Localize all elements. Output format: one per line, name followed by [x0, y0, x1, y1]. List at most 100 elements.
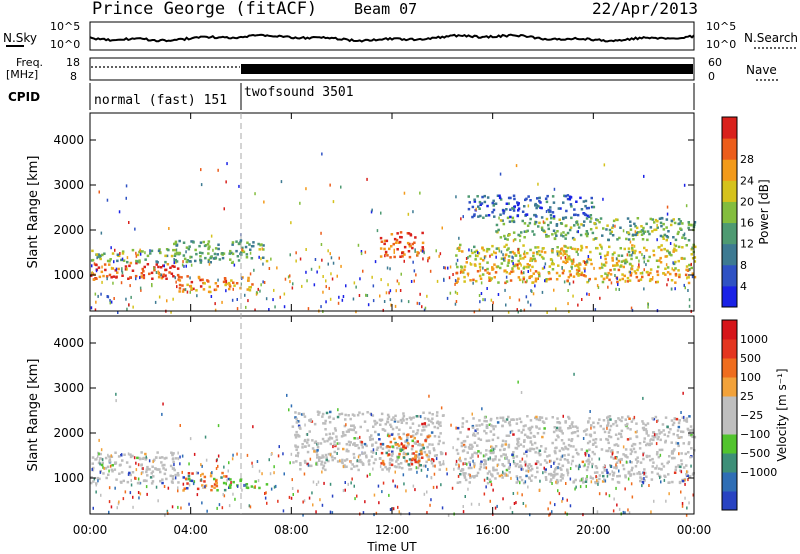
echo-cell [502, 470, 504, 474]
echo-cell [207, 258, 211, 262]
echo-cell [237, 259, 241, 262]
echo-cell [342, 447, 345, 451]
echo-cell [223, 488, 227, 492]
echo-cell [299, 468, 302, 471]
echo-cell [170, 451, 173, 454]
echo-cell [415, 273, 417, 277]
echo-cell [594, 441, 597, 444]
echo-cell [606, 471, 609, 474]
echo-cell [674, 249, 678, 252]
echo-cell [157, 249, 161, 253]
echo-cell [575, 200, 578, 203]
echo-cell [181, 263, 184, 267]
echo-cell [196, 487, 200, 491]
echo-cell [666, 434, 670, 438]
echo-cell [505, 208, 508, 211]
echo-cell [213, 483, 217, 486]
echo-cell [555, 426, 559, 430]
echo-cell [582, 464, 586, 468]
echo-cell [553, 461, 555, 465]
echo-cell [198, 244, 201, 248]
echo-cell [672, 262, 676, 266]
echo-cell [611, 226, 614, 229]
echo-cell [349, 441, 352, 444]
echo-cell [568, 228, 572, 232]
echo-cell [409, 468, 413, 471]
echo-cell [486, 271, 489, 274]
echo-cell [631, 264, 634, 268]
echo-cell [656, 280, 659, 284]
echo-cell [576, 263, 579, 267]
echo-cell [121, 274, 124, 277]
echo-cell [536, 197, 539, 200]
echo-cell [480, 202, 484, 205]
echo-cell [572, 280, 575, 284]
echo-cell [615, 461, 619, 464]
echo-cell [542, 247, 545, 250]
echo-cell [534, 204, 537, 207]
colorbar-band [722, 434, 737, 454]
echo-cell [677, 230, 680, 234]
echo-cell [114, 486, 116, 490]
echo-cell [310, 464, 313, 468]
noise-left-tick-top: 10^5 [50, 20, 80, 33]
echo-cell [626, 280, 629, 283]
echo-cell [593, 471, 597, 474]
echo-cell [586, 214, 590, 218]
echo-cell [425, 460, 428, 464]
echo-cell [328, 286, 330, 290]
echo-cell [597, 286, 600, 289]
echo-cell [634, 465, 638, 468]
echo-cell [467, 207, 471, 211]
echo-cell [312, 503, 314, 507]
echo-cell [498, 249, 501, 253]
echo-cell [360, 252, 363, 256]
echo-cell [178, 290, 181, 293]
echo-cell [468, 447, 471, 450]
echo-cell [580, 208, 584, 211]
echo-cell [650, 478, 654, 481]
echo-cell [384, 250, 388, 254]
echo-cell [637, 279, 641, 282]
echo-cell [439, 432, 442, 435]
echo-cell [622, 445, 625, 449]
echo-cell [431, 413, 434, 416]
echo-cell [99, 462, 101, 466]
echo-cell [97, 451, 99, 455]
echo-cell [399, 437, 403, 440]
echo-cell [124, 268, 128, 271]
echo-cell [410, 417, 413, 420]
echo-cell [624, 475, 627, 479]
echo-cell [100, 270, 104, 274]
echo-cell [414, 441, 416, 445]
echo-cell [516, 491, 519, 495]
echo-cell [108, 486, 111, 490]
echo-cell [687, 239, 691, 242]
echo-cell [482, 298, 484, 302]
echo-cell [535, 446, 539, 450]
echo-cell [586, 232, 589, 235]
echo-cell [562, 269, 565, 272]
echo-cell [630, 450, 634, 453]
echo-cell [388, 463, 392, 466]
echo-cell [245, 305, 247, 309]
echo-cell [658, 448, 662, 452]
echo-cell [295, 421, 299, 424]
echo-cell [650, 438, 653, 441]
echo-cell [257, 479, 260, 483]
echo-cell [485, 214, 488, 217]
echo-cell [588, 460, 591, 464]
echo-cell [361, 451, 363, 455]
echo-cell [536, 470, 539, 474]
echo-cell [494, 202, 498, 205]
echo-cell [375, 511, 378, 515]
echo-cell [471, 426, 475, 429]
echo-cell [526, 279, 528, 283]
echo-cell [669, 242, 672, 245]
echo-cell [553, 237, 557, 241]
echo-cell [576, 248, 580, 251]
echo-cell [492, 301, 494, 305]
echo-cell [455, 262, 458, 266]
echo-cell [484, 460, 487, 463]
echo-cell [559, 479, 563, 482]
